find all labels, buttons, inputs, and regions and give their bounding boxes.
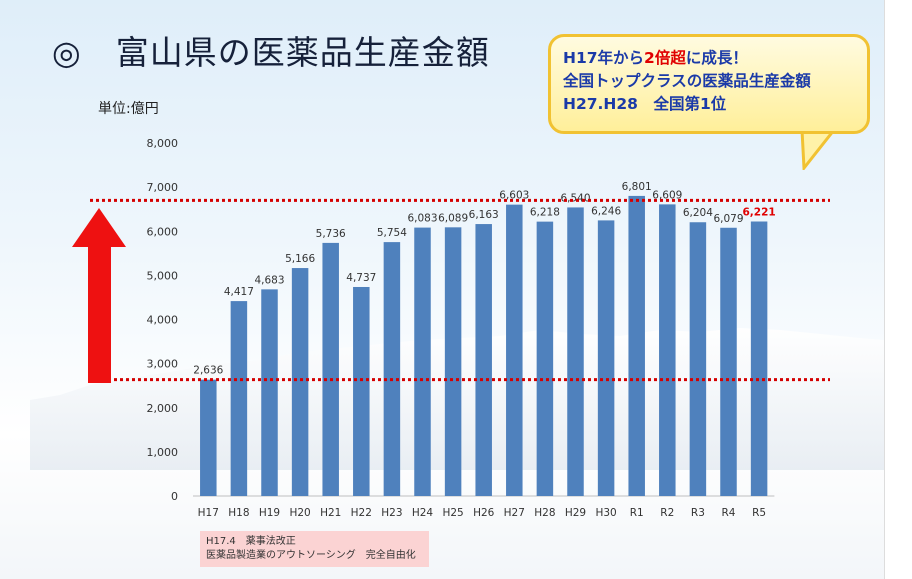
data-label: 6,083 xyxy=(407,213,437,225)
data-label: 6,204 xyxy=(683,207,713,219)
data-label: 6,079 xyxy=(713,213,743,225)
data-label: 4,737 xyxy=(346,272,376,284)
callout-years: H27.H28 xyxy=(563,95,638,113)
x-tick-label: R2 xyxy=(660,507,674,519)
data-label: 6,609 xyxy=(652,189,682,201)
x-tick-label: H19 xyxy=(259,507,280,519)
callout-text-c: に成長！ xyxy=(685,49,748,67)
bar xyxy=(230,301,248,496)
data-label: 6,089 xyxy=(438,212,468,224)
y-tick-label: 1,000 xyxy=(147,446,179,459)
y-tick-label: 0 xyxy=(171,490,178,503)
data-label: 6,218 xyxy=(530,207,560,219)
note-line-2: 医薬品製造業のアウトソーシング 完全自由化 xyxy=(206,550,416,561)
x-tick-label: H30 xyxy=(595,507,616,519)
bar xyxy=(291,268,309,496)
x-tick-label: R4 xyxy=(722,507,736,519)
bar xyxy=(659,204,676,496)
data-label: 6,221 xyxy=(742,206,775,218)
bar xyxy=(720,227,737,496)
note-line-1: H17.4 薬事法改正 xyxy=(206,536,296,547)
y-tick-label: 4,000 xyxy=(147,314,179,327)
bar xyxy=(506,204,523,496)
data-label: 6,246 xyxy=(591,205,621,217)
page-title: ◎ 富山県の医薬品生産金額 xyxy=(52,33,490,72)
bar xyxy=(200,379,217,496)
x-tick-label: R5 xyxy=(752,507,766,519)
y-tick-label: 2,000 xyxy=(147,402,179,415)
data-label: 6,603 xyxy=(499,190,529,202)
bar xyxy=(597,220,615,496)
data-label: 5,754 xyxy=(377,227,407,239)
x-tick-label: R1 xyxy=(630,507,644,519)
slide: ◎ 富山県の医薬品生産金額 単位:億円 H17年から2倍超に成長！ 全国トップク… xyxy=(30,33,884,567)
bar xyxy=(261,289,278,496)
unit-label: 単位:億円 xyxy=(98,101,159,117)
callout-rank: 全国第1位 xyxy=(653,95,727,113)
x-tick-label: H28 xyxy=(534,507,555,519)
callout-box: H17年から2倍超に成長！ 全国トップクラスの医薬品生産金額 H27.H28 全… xyxy=(548,34,870,134)
bar xyxy=(444,227,462,496)
bar xyxy=(383,242,401,496)
x-tick-label: H29 xyxy=(565,507,586,519)
y-tick-label: 7,000 xyxy=(147,181,179,194)
x-tick-label: H23 xyxy=(381,507,402,519)
y-tick-label: 8,000 xyxy=(147,137,179,150)
x-tick-label: H17 xyxy=(198,507,219,519)
bar-chart: 0 1,000 2,000 3,000 4,000 5,000 6,000 7,000 8,00… xyxy=(30,137,884,519)
bar xyxy=(475,224,492,497)
bar xyxy=(750,221,768,496)
x-tick-label: H18 xyxy=(228,507,249,519)
data-label: 4,417 xyxy=(224,286,254,298)
x-tick-label: H22 xyxy=(351,507,372,519)
callout-line-2: 全国トップクラスの医薬品生産金額 xyxy=(563,72,811,90)
y-tick-label: 3,000 xyxy=(147,358,179,371)
data-label: 2,636 xyxy=(193,365,223,377)
x-tick-label: R3 xyxy=(691,507,705,519)
data-label: 4,683 xyxy=(254,274,284,286)
scrollbar[interactable] xyxy=(884,0,912,579)
bar xyxy=(414,227,431,496)
up-arrow xyxy=(72,208,126,383)
callout-text-red: 2倍超 xyxy=(644,49,686,67)
x-tick-label: H21 xyxy=(320,507,341,519)
x-tick-label: H20 xyxy=(289,507,310,519)
data-label: 6,540 xyxy=(560,192,590,204)
y-tick-label: 5,000 xyxy=(147,269,179,282)
bar xyxy=(689,222,707,496)
bar xyxy=(536,221,554,497)
x-tick-label: H27 xyxy=(504,507,525,519)
bar xyxy=(353,286,370,496)
x-tick-label: H25 xyxy=(442,507,463,519)
up-arrow-icon xyxy=(72,208,126,383)
y-tick-label: 6,000 xyxy=(147,225,179,238)
data-label: 6,801 xyxy=(622,181,652,193)
bar xyxy=(322,242,339,496)
x-tick-label: H26 xyxy=(473,507,495,519)
bar xyxy=(628,195,645,496)
bar xyxy=(567,207,584,497)
x-tick-label: H24 xyxy=(412,507,434,519)
data-label: 6,163 xyxy=(469,209,499,221)
data-label: 5,736 xyxy=(316,228,346,240)
data-label: 5,166 xyxy=(285,253,315,265)
callout-text-a: H17年から xyxy=(563,49,645,67)
note-box: H17.4 薬事法改正 医薬品製造業のアウトソーシング 完全自由化 xyxy=(200,531,429,567)
callout-line-1: H17年から2倍超に成長！ xyxy=(563,47,867,70)
callout-line-3: H27.H28 全国第1位 xyxy=(563,93,867,116)
